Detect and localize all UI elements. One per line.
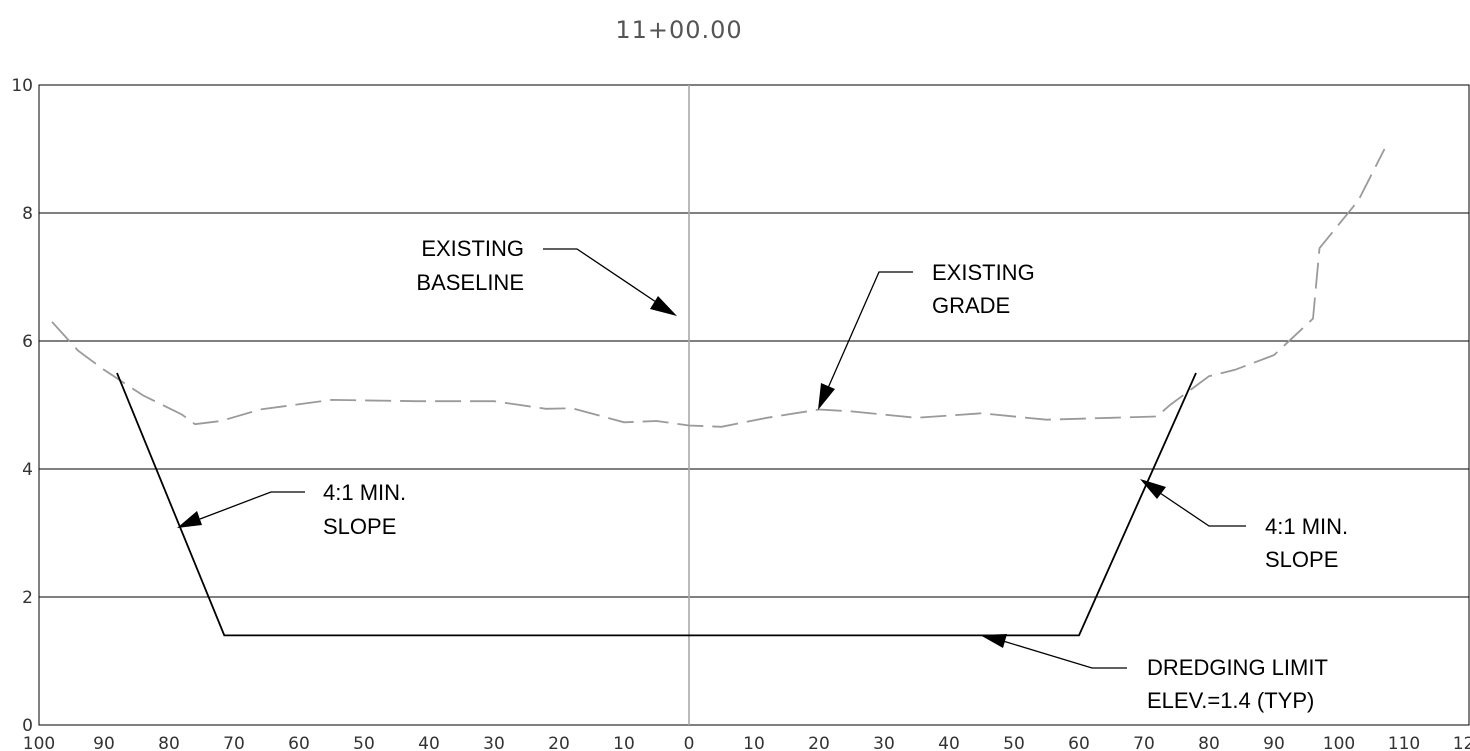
station-title: 11+00.00 bbox=[615, 16, 742, 44]
y-tick-label: 4 bbox=[22, 460, 33, 480]
x-tick-label: 80 bbox=[1198, 734, 1220, 751]
left-slope-callout: 4:1 MIN. SLOPE bbox=[177, 480, 406, 539]
baseline-label-line2: BASELINE bbox=[416, 270, 524, 295]
grade-label-line1: EXISTING bbox=[932, 260, 1035, 285]
y-axis: 0 2 4 6 8 10 bbox=[11, 76, 33, 736]
x-tick-label: 100 bbox=[1323, 734, 1355, 751]
y-tick-label: 8 bbox=[22, 204, 33, 224]
left-slope-arrowhead bbox=[177, 511, 202, 528]
x-tick-label: 10 bbox=[613, 734, 635, 751]
x-tick-label: 20 bbox=[548, 734, 570, 751]
x-tick-label: 90 bbox=[93, 734, 115, 751]
x-tick-label: 10 bbox=[743, 734, 765, 751]
plot-frame bbox=[38, 84, 1470, 726]
baseline-label-line1: EXISTING bbox=[421, 236, 524, 261]
dredging-template-line bbox=[116, 372, 1197, 637]
x-tick-label: 80 bbox=[158, 734, 180, 751]
left-slope-label-line1: 4:1 MIN. bbox=[323, 480, 406, 505]
dredging-limit-label-line2: ELEV.=1.4 (TYP) bbox=[1147, 688, 1314, 713]
x-tick-label: 30 bbox=[873, 734, 895, 751]
x-axis: 100 90 80 70 60 50 40 30 20 10 0 10 20 30 40 50 60 70 80 90… bbox=[23, 734, 1470, 751]
existing-grade-line bbox=[51, 148, 1386, 428]
x-tick-label: 40 bbox=[418, 734, 440, 751]
right-slope-label-line1: 4:1 MIN. bbox=[1265, 514, 1348, 539]
baseline-leader bbox=[543, 248, 657, 303]
dredging-limit-arrowhead bbox=[980, 634, 1007, 648]
baseline-arrowhead bbox=[650, 296, 677, 316]
grade-label-line2: GRADE bbox=[932, 293, 1010, 318]
x-tick-label: 60 bbox=[1068, 734, 1090, 751]
baseline-callout: EXISTING BASELINE bbox=[416, 236, 677, 316]
dredging-limit-callout: DREDGING LIMIT ELEV.=1.4 (TYP) bbox=[980, 634, 1328, 713]
right-slope-label-line2: SLOPE bbox=[1265, 547, 1338, 572]
left-slope-leader bbox=[199, 491, 305, 520]
x-tick-label: 90 bbox=[1263, 734, 1285, 751]
y-tick-label: 2 bbox=[22, 588, 33, 608]
x-tick-label: 120 bbox=[1453, 734, 1470, 751]
y-tick-label: 0 bbox=[22, 716, 33, 736]
x-tick-label: 30 bbox=[483, 734, 505, 751]
x-tick-label: 60 bbox=[288, 734, 310, 751]
dredging-limit-label-line1: DREDGING LIMIT bbox=[1147, 655, 1328, 680]
right-slope-leader bbox=[1159, 492, 1246, 527]
y-tick-label: 10 bbox=[11, 76, 33, 96]
left-slope-label-line2: SLOPE bbox=[323, 514, 396, 539]
right-slope-arrowhead bbox=[1140, 479, 1166, 499]
grade-callout: EXISTING GRADE bbox=[818, 260, 1035, 410]
x-tick-label: 40 bbox=[938, 734, 960, 751]
grade-leader bbox=[827, 271, 913, 389]
x-tick-label: 50 bbox=[353, 734, 375, 751]
right-slope-callout: 4:1 MIN. SLOPE bbox=[1140, 479, 1348, 572]
x-tick-label: 70 bbox=[1133, 734, 1155, 751]
x-tick-label: 110 bbox=[1388, 734, 1420, 751]
x-tick-label: 100 bbox=[23, 734, 55, 751]
y-tick-label: 6 bbox=[22, 332, 33, 352]
x-tick-label: 0 bbox=[684, 734, 695, 751]
dredging-limit-leader bbox=[1002, 640, 1127, 669]
x-tick-label: 70 bbox=[223, 734, 245, 751]
x-tick-label: 20 bbox=[808, 734, 830, 751]
x-tick-label: 50 bbox=[1003, 734, 1025, 751]
grade-arrowhead bbox=[818, 383, 835, 410]
grid bbox=[39, 212, 1469, 598]
